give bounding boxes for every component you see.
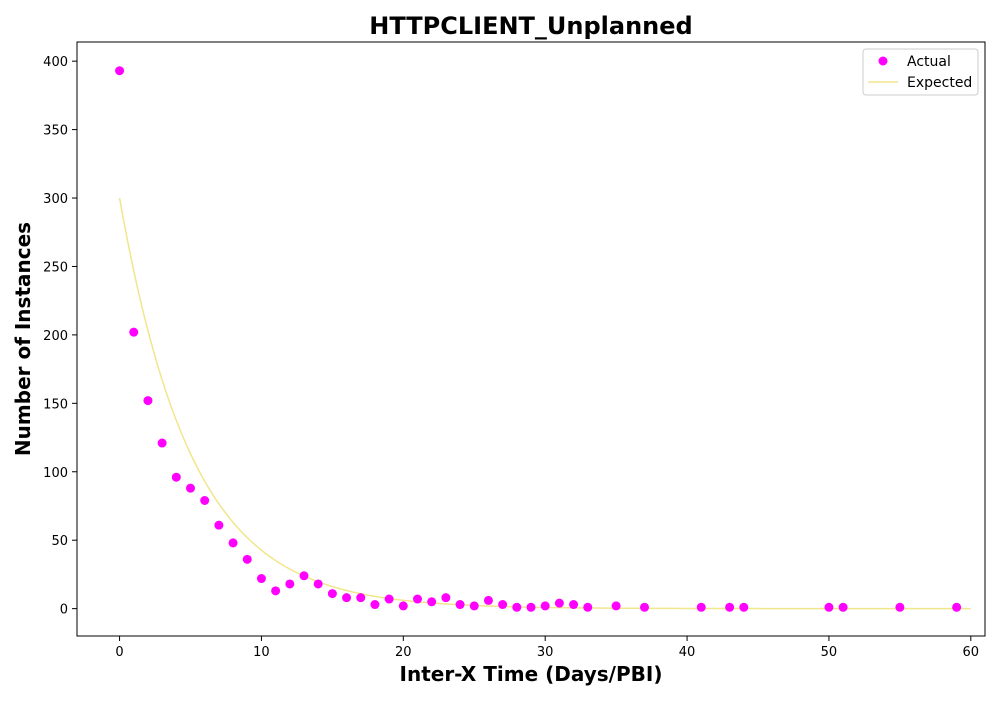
y-tick-label: 300	[43, 192, 68, 207]
actual-point	[498, 600, 507, 609]
actual-point	[427, 597, 436, 606]
actual-point	[385, 595, 394, 604]
legend: Actual Expected	[863, 49, 978, 95]
actual-point	[839, 603, 848, 612]
actual-point	[441, 593, 450, 602]
actual-point	[243, 555, 252, 564]
chart-title: HTTPCLIENT_Unplanned	[369, 12, 692, 40]
actual-point	[370, 600, 379, 609]
actual-point	[257, 574, 266, 583]
actual-point	[895, 603, 904, 612]
x-tick-label: 40	[679, 645, 696, 660]
x-tick-label: 20	[395, 645, 412, 660]
y-tick-label: 50	[51, 534, 68, 549]
actual-point	[214, 521, 223, 530]
actual-point	[285, 579, 294, 588]
x-tick-label: 10	[253, 645, 270, 660]
y-axis-ticks: 0 50 100 150 200 250 300 350 400	[43, 55, 77, 617]
actual-point	[952, 603, 961, 612]
y-tick-label: 400	[43, 55, 68, 70]
x-axis-label: Inter-X Time (Days/PBI)	[400, 662, 663, 686]
actual-point	[356, 593, 365, 602]
y-tick-label: 150	[43, 397, 68, 412]
y-tick-label: 350	[43, 124, 68, 139]
plot-frame	[77, 42, 985, 636]
actual-point	[399, 601, 408, 610]
actual-point	[527, 603, 536, 612]
actual-point	[300, 571, 309, 580]
x-tick-label: 30	[537, 645, 554, 660]
x-tick-label: 60	[963, 645, 980, 660]
actual-point	[569, 600, 578, 609]
y-axis-label: Number of Instances	[11, 222, 35, 456]
y-tick-label: 200	[43, 329, 68, 344]
actual-point	[158, 439, 167, 448]
actual-point	[143, 396, 152, 405]
legend-actual-label: Actual	[907, 54, 951, 70]
x-tick-label: 50	[821, 645, 838, 660]
legend-expected-label: Expected	[907, 75, 972, 91]
y-tick-label: 0	[60, 603, 68, 618]
actual-point	[186, 484, 195, 493]
actual-point	[342, 593, 351, 602]
actual-point	[583, 603, 592, 612]
actual-point	[129, 328, 138, 337]
actual-point	[484, 596, 493, 605]
actual-point	[555, 599, 564, 608]
x-axis-ticks: 0 10 20 30 40 50 60	[115, 636, 979, 660]
actual-point	[824, 603, 833, 612]
y-tick-label: 250	[43, 260, 68, 275]
actual-point	[640, 603, 649, 612]
actual-point	[229, 538, 238, 547]
actual-point	[697, 603, 706, 612]
actual-point	[739, 603, 748, 612]
actual-point	[328, 589, 337, 598]
y-tick-label: 100	[43, 466, 68, 481]
plot-area	[115, 66, 971, 612]
actual-point	[470, 601, 479, 610]
actual-point	[456, 600, 465, 609]
actual-point	[115, 66, 124, 75]
actual-point	[200, 496, 209, 505]
x-tick-label: 0	[115, 645, 123, 660]
actual-point	[271, 586, 280, 595]
actual-point	[612, 601, 621, 610]
actual-point	[541, 601, 550, 610]
actual-point	[314, 579, 323, 588]
expected-curve	[120, 198, 971, 609]
actual-point	[512, 603, 521, 612]
actual-point	[725, 603, 734, 612]
actual-point	[413, 595, 422, 604]
actual-point	[172, 473, 181, 482]
legend-actual-marker	[879, 57, 888, 66]
